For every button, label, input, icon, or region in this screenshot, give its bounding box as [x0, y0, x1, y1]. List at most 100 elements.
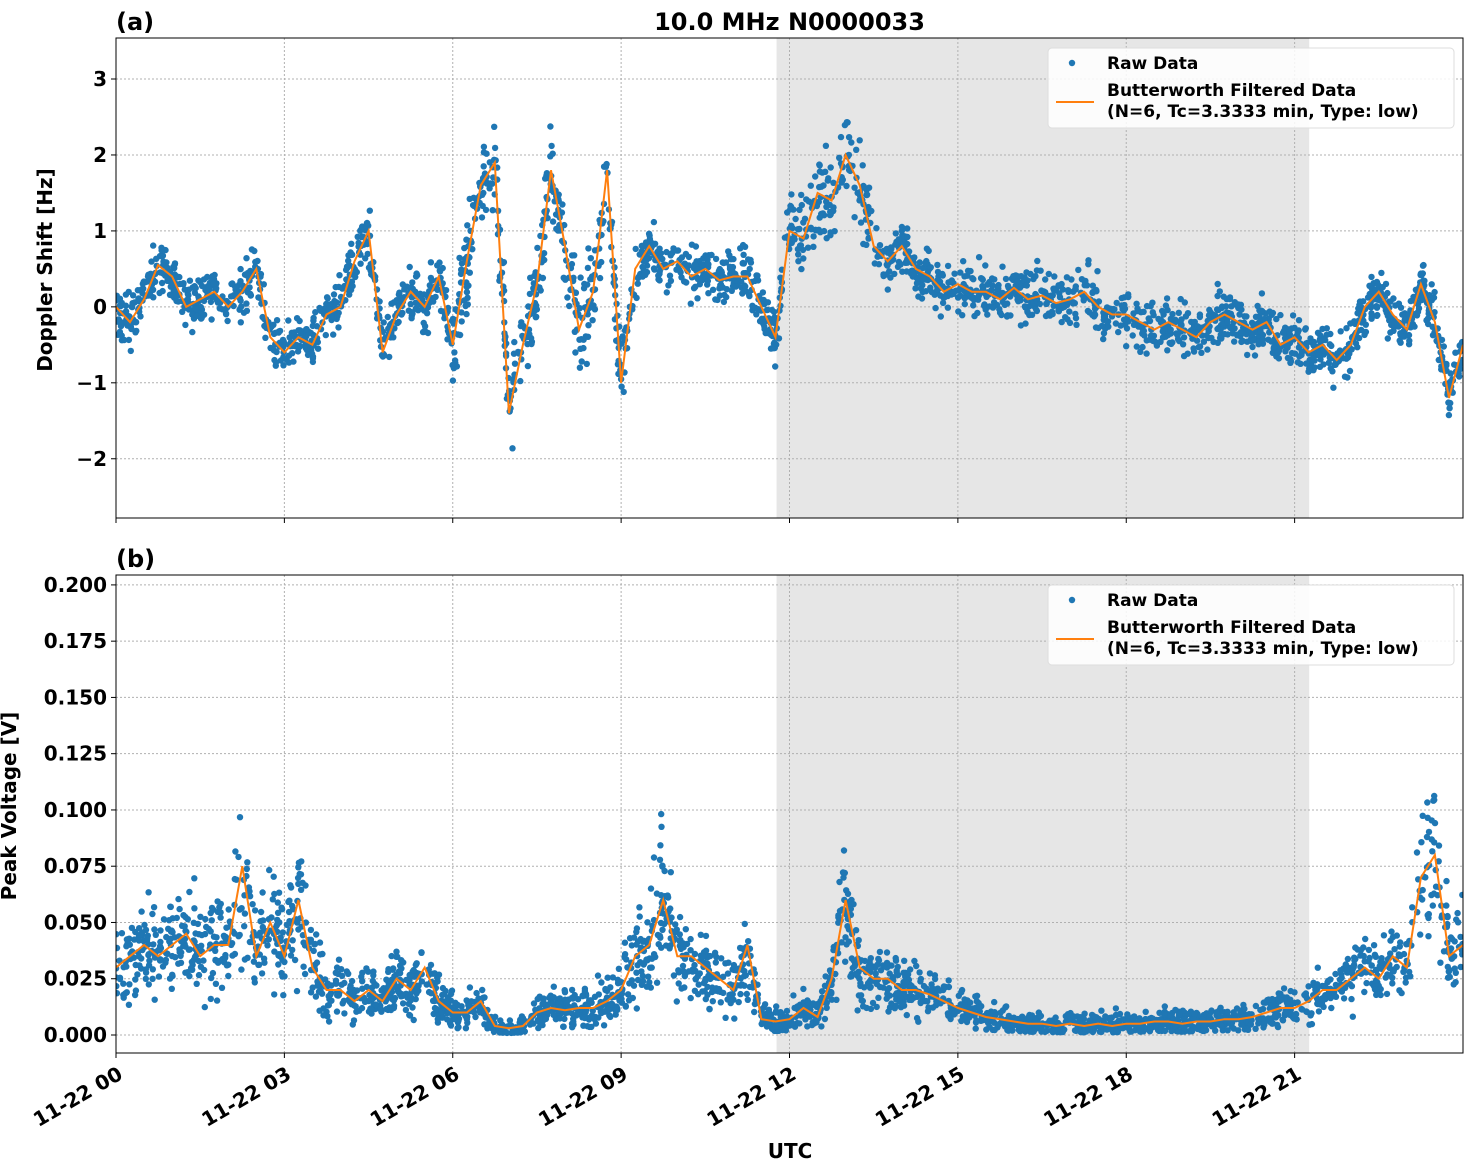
raw-data-point: [525, 303, 532, 310]
raw-data-point: [911, 957, 918, 965]
raw-data-point: [956, 286, 964, 293]
raw-data-point: [428, 277, 436, 284]
raw-data-point: [197, 913, 204, 920]
raw-data-point: [402, 1006, 410, 1014]
raw-data-point: [827, 164, 834, 171]
raw-data-point: [412, 299, 419, 306]
raw-data-point: [201, 1003, 208, 1011]
raw-data-point: [307, 989, 315, 996]
raw-data-point: [585, 245, 592, 252]
raw-data-point: [1275, 355, 1283, 362]
raw-data-point: [426, 282, 433, 289]
raw-data-point: [753, 311, 760, 318]
raw-data-point: [153, 255, 160, 262]
raw-data-point: [904, 233, 911, 241]
raw-data-point: [894, 971, 902, 979]
raw-data-point: [1042, 276, 1049, 283]
raw-data-point: [659, 926, 666, 933]
raw-data-point: [856, 137, 863, 144]
raw-data-point: [1373, 303, 1380, 310]
raw-data-point: [634, 274, 642, 282]
raw-data-point: [145, 271, 152, 278]
raw-data-point: [395, 988, 402, 995]
raw-data-point: [1332, 981, 1340, 989]
raw-data-point: [1173, 318, 1180, 325]
raw-data-point: [961, 295, 968, 302]
raw-data-point: [702, 932, 710, 940]
raw-data-point: [1314, 981, 1321, 988]
raw-data-point: [388, 952, 395, 960]
raw-data-point: [452, 306, 459, 313]
raw-data-point: [217, 914, 224, 921]
raw-data-point: [1149, 337, 1157, 345]
raw-data-point: [241, 923, 248, 930]
raw-data-point: [1443, 362, 1450, 369]
raw-data-point: [1302, 325, 1310, 332]
raw-data-point: [1085, 257, 1092, 264]
raw-data-point: [1449, 955, 1456, 962]
raw-data-point: [1378, 269, 1385, 277]
raw-data-point: [193, 312, 201, 319]
raw-data-point: [822, 168, 829, 175]
raw-data-point: [999, 289, 1006, 297]
raw-data-point: [880, 271, 887, 278]
raw-data-point: [549, 150, 556, 157]
raw-data-point: [1116, 1010, 1124, 1018]
raw-data-point: [1112, 320, 1120, 327]
raw-data-point: [624, 991, 632, 998]
raw-data-point: [1291, 324, 1298, 331]
raw-data-point: [560, 274, 567, 281]
raw-data-point: [739, 290, 746, 297]
raw-data-point: [1377, 991, 1384, 999]
raw-data-point: [259, 923, 266, 931]
raw-data-point: [763, 306, 771, 314]
raw-data-point: [1043, 300, 1050, 308]
y-tick-label: 0: [93, 295, 107, 319]
raw-data-point: [768, 306, 776, 314]
raw-data-point: [1399, 333, 1406, 340]
raw-data-point: [636, 913, 643, 920]
raw-data-point: [1073, 321, 1080, 328]
raw-data-point: [1458, 360, 1463, 367]
raw-data-point: [810, 233, 817, 240]
raw-data-point: [1332, 970, 1339, 978]
raw-data-point: [1316, 363, 1324, 370]
raw-data-point: [126, 981, 133, 988]
raw-data-point: [1086, 1017, 1094, 1024]
raw-data-point: [348, 251, 355, 259]
raw-data-point: [888, 245, 895, 253]
raw-data-point: [1227, 324, 1234, 331]
raw-data-point: [1397, 304, 1405, 311]
raw-data-point: [915, 293, 922, 300]
raw-data-point: [851, 961, 859, 968]
raw-data-point: [1168, 1027, 1175, 1035]
raw-data-point: [798, 265, 805, 273]
raw-data-point: [274, 916, 281, 924]
raw-data-point: [848, 139, 855, 146]
raw-data-point: [1294, 359, 1302, 366]
raw-data-point: [1453, 916, 1460, 923]
raw-data-point: [1023, 269, 1030, 276]
raw-data-point: [1270, 344, 1278, 351]
legend-raw-marker: [1068, 59, 1076, 67]
raw-data-point: [1380, 932, 1388, 939]
raw-data-point: [1235, 301, 1242, 308]
raw-data-point: [222, 310, 230, 317]
raw-data-point: [1065, 288, 1072, 295]
raw-data-point: [595, 991, 602, 998]
raw-data-point: [125, 288, 132, 296]
raw-data-point: [580, 285, 588, 292]
raw-data-point: [727, 270, 734, 278]
raw-data-point: [280, 992, 287, 999]
raw-data-point: [449, 377, 457, 384]
raw-data-point: [589, 1007, 596, 1015]
raw-data-point: [1294, 999, 1301, 1006]
raw-data-point: [632, 245, 639, 253]
raw-data-point: [995, 285, 1002, 292]
raw-data-point: [1344, 955, 1352, 963]
raw-data-point: [717, 999, 724, 1006]
raw-data-point: [511, 338, 518, 346]
raw-data-point: [209, 969, 217, 977]
raw-data-point: [121, 336, 128, 344]
raw-data-point: [230, 302, 237, 310]
